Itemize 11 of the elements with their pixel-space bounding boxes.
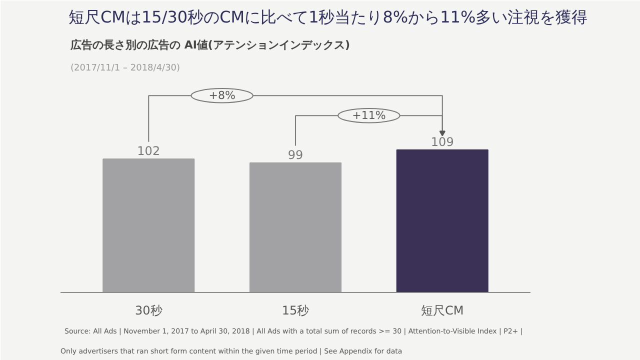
text: (2017/11/1 – 2018/4/30): [70, 64, 180, 74]
x-tick-label: 短尺CM: [421, 304, 464, 318]
text: +11%: [352, 109, 386, 122]
text: +8%: [208, 89, 236, 102]
data-label: 99: [288, 148, 304, 162]
data-label: 109: [430, 134, 454, 149]
data-label: 102: [137, 144, 160, 158]
x-tick-label: 30秒: [134, 304, 162, 318]
x-tick-label: 15秒: [282, 304, 310, 318]
chart-title: 短尺CMは15/30秒のCMに比べて1秒当たり8%から11%多い注視を獲得: [68, 8, 588, 26]
chart-subtitle: 広告の長さ別の広告の AI値(アテンションインデックス): [70, 38, 350, 52]
